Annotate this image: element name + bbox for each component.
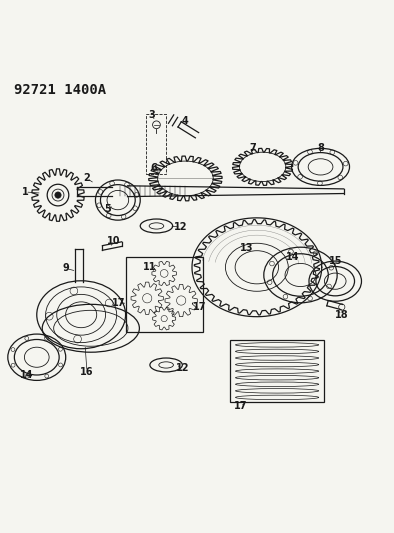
Text: 17: 17 [112, 298, 126, 308]
Bar [126, 257, 203, 332]
Text: 1: 1 [22, 187, 28, 197]
Text: 92721 1400A: 92721 1400A [13, 83, 106, 97]
Text: 8: 8 [317, 142, 324, 152]
Text: 14: 14 [286, 252, 299, 262]
Text: 2: 2 [84, 173, 90, 183]
Text: 3: 3 [148, 110, 155, 120]
Circle shape [55, 192, 61, 198]
Text: 5: 5 [104, 204, 111, 214]
Text: 12: 12 [176, 362, 189, 373]
Text: 10: 10 [107, 237, 121, 246]
Text: 13: 13 [240, 243, 253, 253]
Text: 15: 15 [329, 256, 342, 266]
Bar [146, 114, 166, 174]
Text: 17: 17 [193, 302, 207, 312]
Text: 6: 6 [151, 163, 157, 173]
Text: 7: 7 [250, 142, 256, 152]
Text: 11: 11 [143, 262, 157, 272]
Text: 16: 16 [80, 367, 94, 376]
Text: 17: 17 [234, 401, 247, 411]
Text: 12: 12 [174, 222, 188, 232]
Text: 14: 14 [20, 370, 33, 381]
Text: 18: 18 [335, 310, 349, 320]
Text: 9: 9 [62, 263, 69, 273]
Text: 4: 4 [181, 116, 188, 126]
Bar [230, 340, 324, 402]
